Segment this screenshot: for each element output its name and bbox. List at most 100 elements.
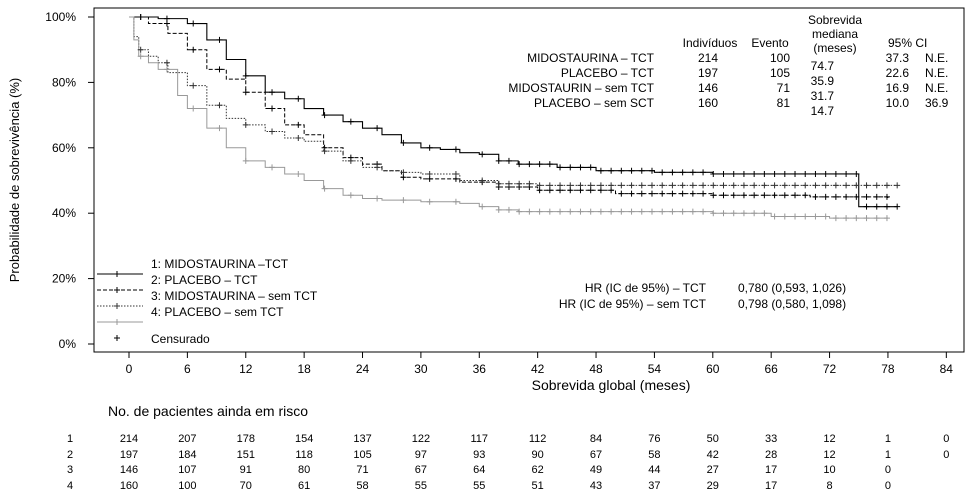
row-mediana-2: 35.9 — [811, 74, 835, 88]
risk-value: 62 — [532, 464, 544, 476]
censor-mark-4 — [863, 215, 870, 222]
row-label-4: PLACEBO – sem SCT — [534, 96, 655, 110]
risk-value: 91 — [240, 464, 252, 476]
censor-mark-3 — [659, 182, 666, 189]
risk-value: 105 — [353, 449, 371, 461]
censor-mark-3 — [587, 182, 594, 189]
risk-value: 37 — [648, 480, 660, 492]
risk-value: 214 — [120, 433, 138, 445]
risk-group-label: 4 — [67, 480, 73, 492]
censor-mark-4 — [516, 208, 523, 215]
legend-label-1: 1: MIDOSTAURINA –TCT — [151, 257, 289, 271]
x-tick-label: 36 — [473, 362, 487, 376]
censor-mark-4 — [628, 208, 635, 215]
censor-mark-4 — [479, 203, 486, 210]
header-individuos: Indivíduos — [683, 36, 738, 50]
row-mediana-4: 14.7 — [811, 104, 835, 118]
legend-censor-1 — [114, 271, 120, 277]
censor-mark-3 — [700, 182, 707, 189]
censor-mark-3 — [597, 182, 604, 189]
risk-value: 28 — [765, 449, 777, 461]
censor-mark-3 — [638, 182, 645, 189]
censor-mark-4 — [587, 208, 594, 215]
risk-value: 42 — [707, 449, 719, 461]
censor-mark-1 — [577, 164, 584, 171]
censor-mark-2 — [618, 190, 625, 197]
censor-mark-4 — [216, 125, 223, 132]
censor-mark-1 — [669, 169, 676, 176]
censor-mark-1 — [479, 151, 486, 158]
censor-mark-2 — [843, 193, 850, 200]
censor-mark-3 — [832, 182, 839, 189]
censor-mark-3 — [618, 182, 625, 189]
censor-mark-4 — [618, 208, 625, 215]
risk-value: 49 — [590, 464, 602, 476]
risk-value: 112 — [529, 433, 547, 445]
censor-mark-2 — [295, 121, 302, 128]
risk-group-label: 1 — [67, 433, 73, 445]
censor-mark-4 — [452, 198, 459, 205]
censor-mark-1 — [832, 170, 839, 177]
risk-value: 12 — [823, 433, 835, 445]
x-tick-label: 18 — [297, 362, 311, 376]
risk-value: 27 — [707, 464, 719, 476]
censor-mark-1 — [269, 89, 276, 96]
x-tick-label: 42 — [531, 362, 545, 376]
x-tick-label: 84 — [940, 362, 954, 376]
risk-value: 67 — [590, 449, 602, 461]
legend-censored-label: Censurado — [151, 332, 210, 346]
risk-value: 1 — [885, 433, 891, 445]
censor-mark-3 — [792, 182, 799, 189]
censor-mark-2 — [679, 190, 686, 197]
x-tick-label: 6 — [184, 362, 191, 376]
censor-mark-4 — [400, 197, 407, 204]
x-tick-label: 24 — [356, 362, 370, 376]
censor-mark-3 — [863, 182, 870, 189]
censor-mark-1 — [216, 36, 223, 43]
risk-value: 90 — [532, 449, 544, 461]
y-tick-label: 0% — [59, 337, 77, 351]
risk-value: 43 — [590, 480, 602, 492]
row-evento-1: 100 — [770, 51, 790, 65]
censor-mark-3 — [679, 182, 686, 189]
risk-table: 1 214 207 178 154 137 122 117 112 84 76 50 33 12 1 02 19… — [67, 433, 949, 492]
censor-mark-2 — [659, 190, 666, 197]
censor-marks — [137, 14, 901, 222]
row-label-3: MIDOSTAURIN – sem TCT — [508, 81, 654, 95]
row-cihigh-1: N.E. — [925, 51, 948, 65]
row-cilow-1: 37.3 — [886, 51, 910, 65]
risk-value: 64 — [473, 464, 485, 476]
censor-mark-3 — [812, 182, 819, 189]
censor-mark-4 — [567, 208, 574, 215]
censor-mark-4 — [608, 208, 615, 215]
risk-value: 0 — [943, 433, 949, 445]
censor-mark-2 — [720, 192, 727, 199]
censor-mark-4 — [577, 208, 584, 215]
x-tick-label: 0 — [126, 362, 133, 376]
censor-mark-1 — [792, 170, 799, 177]
censor-mark-4 — [792, 213, 799, 220]
censor-mark-1 — [751, 170, 758, 177]
censor-mark-3 — [751, 182, 758, 189]
censor-mark-3 — [761, 182, 768, 189]
censor-mark-4 — [812, 213, 819, 220]
censor-mark-3 — [374, 164, 381, 171]
row-mediana-3: 31.7 — [811, 89, 835, 103]
risk-value: 100 — [178, 480, 196, 492]
censor-mark-3 — [608, 182, 615, 189]
censor-mark-3 — [781, 182, 788, 189]
censor-mark-1 — [873, 203, 880, 210]
censor-mark-3 — [720, 182, 727, 189]
censor-mark-2 — [771, 192, 778, 199]
y-tick-label: 80% — [52, 75, 76, 89]
censor-mark-3 — [536, 182, 543, 189]
row-individuos-3: 146 — [698, 81, 718, 95]
censor-mark-4 — [883, 215, 890, 222]
risk-value: 12 — [823, 449, 835, 461]
risk-value: 71 — [356, 464, 368, 476]
row-cihigh-2: N.E. — [925, 66, 948, 80]
censor-mark-3 — [321, 148, 328, 155]
censor-mark-3 — [730, 182, 737, 189]
survival-curve-3 — [129, 16, 898, 186]
